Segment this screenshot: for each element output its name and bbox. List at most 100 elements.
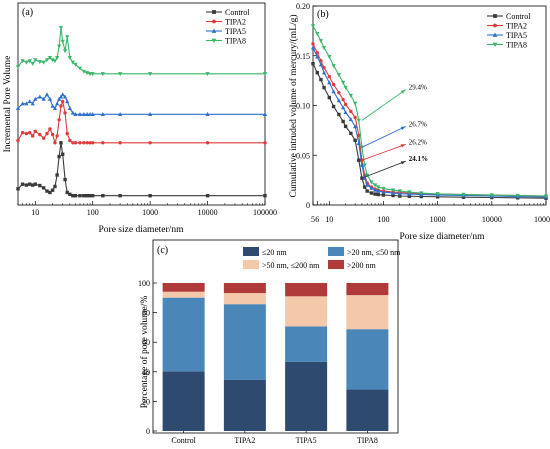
panel-b-data-point <box>398 194 402 198</box>
panel-b-data-point <box>331 89 336 94</box>
panel-b-data-point <box>310 24 316 29</box>
panel-a-data-point <box>65 190 69 195</box>
panel-a-data-point <box>148 111 153 116</box>
panel-a-data-point <box>52 106 58 110</box>
panel-a-data-point <box>57 44 62 49</box>
panel-c-x-tick-label: TIPA8 <box>357 436 378 445</box>
panel-a-legend-marker <box>212 10 216 14</box>
panel-b-data-point <box>311 62 315 66</box>
panel-b-series-line-tipa5 <box>312 47 547 198</box>
panel-b-y-tick-label: 0.10 <box>296 102 310 111</box>
panel-b-series-line-tipa2 <box>312 43 547 197</box>
panel-a-data-point <box>38 183 42 188</box>
panel-b-y-tick-label: 0 <box>306 201 310 210</box>
panel-b-legend-marker <box>492 42 498 47</box>
panel-a-data-point <box>68 192 72 197</box>
panel-b-data-point <box>341 97 345 102</box>
panel-b-data-point <box>315 51 319 55</box>
panel-a-data-point <box>41 186 46 190</box>
panel-c-bar-segment <box>223 304 266 380</box>
panel-a-data-point <box>71 141 75 145</box>
panel-b-data-point <box>391 193 395 198</box>
panel-b-data-point <box>353 101 358 106</box>
panel-a-series-line-tipa5 <box>17 93 265 115</box>
panel-b-data-point <box>353 138 357 143</box>
panel-a-data-point <box>59 104 63 108</box>
panel-b-data-point <box>461 192 466 197</box>
panel-b-data-point <box>357 158 361 162</box>
panel-a-data-point <box>55 56 60 60</box>
panel-a-data-point <box>47 56 53 60</box>
panel-b-data-point <box>349 131 353 136</box>
panel-a-data-point <box>90 111 95 116</box>
panel-a-data-point <box>50 132 55 137</box>
panel-a-data-point <box>59 141 63 145</box>
panel-a-data-point <box>52 59 58 64</box>
panel-a-data-point <box>263 141 267 145</box>
panel-b-data-point <box>369 185 374 190</box>
panel-b-data-point <box>327 74 332 79</box>
panel-b-data-point <box>365 189 369 193</box>
panel-a-data-point <box>73 111 78 116</box>
panel-a-data-point <box>15 106 21 110</box>
panel-a-data-point <box>16 138 20 143</box>
panel-b-data-point <box>343 124 348 129</box>
panel-b-data-point <box>397 189 402 194</box>
panel-a-ylabel: Incremental Pore Volume <box>3 56 13 153</box>
panel-b-data-point <box>365 173 370 178</box>
panel-c-y-tick-label: 60 <box>142 338 150 347</box>
panel-c-bar-segment <box>162 371 205 431</box>
panel-a-data-point <box>118 111 123 116</box>
panel-b-legend-label: TIPA5 <box>506 31 527 40</box>
panel-b-series-line-control <box>312 63 547 199</box>
panel-b-data-point <box>315 32 320 37</box>
panel-b-data-point <box>381 186 386 191</box>
panel-b-data-point <box>356 118 361 123</box>
panel-a-data-point <box>118 141 122 145</box>
panel-c-bar-segment <box>162 283 205 292</box>
panel-a-x-tick-label: 10000 <box>198 208 218 217</box>
panel-b-data-point <box>515 193 520 198</box>
panel-c-x-tick-label: TIPA5 <box>296 436 317 445</box>
panel-b-annotation-arrow <box>361 160 406 179</box>
panel-a-data-point <box>82 194 86 198</box>
panel-a-data-point <box>15 65 21 70</box>
panel-a-data-point <box>118 72 123 77</box>
panel-b-data-point <box>336 98 341 103</box>
panel-a-data-point <box>24 183 29 187</box>
panel-a-data-point <box>41 96 46 101</box>
panel-a-data-point <box>85 141 89 145</box>
panel-c-bar-segment <box>346 329 389 390</box>
panel-a-data-point <box>45 189 49 193</box>
panel-c-bar-segment <box>285 326 328 362</box>
panel-a-x-tick-label: 100 <box>87 208 99 217</box>
panel-b-data-point <box>348 117 353 122</box>
panel-b-data-point <box>376 192 380 197</box>
panel-a-data-point <box>44 58 50 63</box>
panel-b-data-point <box>369 180 374 185</box>
panel-b-data-point <box>349 109 353 114</box>
panel-a-data-point <box>118 194 122 198</box>
panel-b-data-point <box>341 80 346 85</box>
panel-b-data-point <box>336 72 341 77</box>
panel-a-data-point <box>30 61 35 66</box>
panel-a-data-point <box>48 127 52 131</box>
panel-a-data-point <box>78 141 82 145</box>
panel-c-x-tick-label: TIPA2 <box>234 436 255 445</box>
panel-b-data-point <box>369 191 374 195</box>
panel-a-data-point <box>24 131 29 136</box>
panel-a-data-point <box>55 101 60 106</box>
panel-a-data-point <box>27 59 32 64</box>
panel-b-data-point <box>315 54 320 59</box>
panel-a-data-point <box>60 152 65 156</box>
panel-a-data-point <box>148 194 152 198</box>
panel-c-bar-segment <box>346 389 389 431</box>
panel-a-data-point <box>148 72 153 77</box>
panel-b-data-point <box>331 104 336 109</box>
panel-a-data-point <box>91 141 95 145</box>
panel-a-data-point <box>205 194 210 198</box>
panel-c-ylabel: Percentage of pore volume/% <box>139 296 150 409</box>
panel-b-annotation-arrow <box>361 125 406 148</box>
panel-b-x-tick-label: 100000 <box>534 215 550 224</box>
panel-a-data-point <box>24 101 29 106</box>
